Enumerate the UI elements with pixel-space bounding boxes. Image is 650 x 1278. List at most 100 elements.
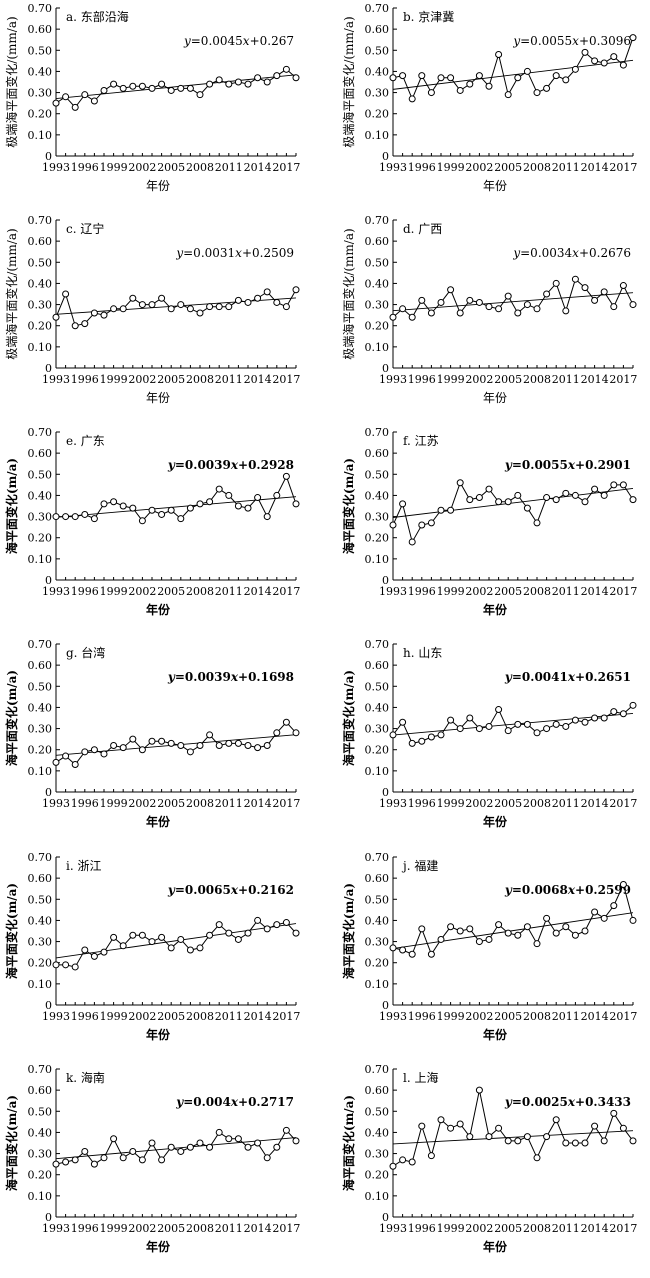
x-tick-label: 1996 — [408, 585, 436, 598]
x-tick-label: 2011 — [552, 797, 580, 810]
data-point — [244, 80, 252, 88]
x-tick-label: 1996 — [71, 585, 99, 598]
data-point — [110, 741, 118, 749]
y-tick-label: 0.10 — [365, 978, 390, 991]
y-tick-label: 0.60 — [365, 23, 390, 36]
data-point — [437, 731, 445, 739]
trend-line — [392, 292, 634, 312]
data-point — [244, 1143, 252, 1151]
data-point — [148, 301, 156, 309]
data-point — [273, 491, 281, 499]
data-point — [389, 74, 397, 82]
y-tick-label: 0 — [382, 1211, 389, 1224]
y-tick-label: 0 — [45, 150, 52, 163]
data-point — [177, 515, 185, 523]
panel-title: h. 山东 — [403, 646, 442, 660]
x-axis-label: 年份 — [483, 1027, 508, 1042]
x-tick-label: 2011 — [215, 161, 243, 174]
data-point — [523, 720, 531, 728]
data-point — [129, 294, 137, 302]
y-tick-label: 0.50 — [28, 1105, 53, 1118]
data-point — [437, 1116, 445, 1124]
x-tick-label: 1999 — [437, 797, 465, 810]
data-point — [543, 914, 551, 922]
data-point — [600, 914, 608, 922]
data-point — [138, 931, 146, 939]
x-tick-label: 2017 — [272, 585, 300, 598]
y-tick-label: 0.20 — [365, 532, 390, 545]
data-point — [427, 89, 435, 97]
y-tick-label: 0.20 — [28, 1169, 53, 1182]
panel-g: 0 0.10 0.20 0.30 0.40 0.50 0.60 0.70 1993 1996 199… — [4, 638, 300, 829]
data-point — [110, 498, 118, 506]
data-point — [148, 506, 156, 514]
data-point — [571, 931, 579, 939]
y-tick-label: 0.40 — [365, 701, 390, 714]
x-tick-label: 2017 — [272, 161, 300, 174]
y-tick-label: 0.10 — [365, 129, 390, 142]
y-tick-label: 0 — [382, 150, 389, 163]
x-tick-label: 1999 — [437, 161, 465, 174]
data-point — [90, 515, 98, 523]
data-point — [119, 502, 127, 510]
x-axis-label: 年份 — [483, 1239, 508, 1254]
data-point — [186, 946, 194, 954]
data-point — [71, 322, 79, 330]
data-point — [456, 927, 464, 935]
y-tick-label: 0 — [382, 999, 389, 1012]
data-point — [523, 67, 531, 75]
data-point — [418, 1122, 426, 1130]
y-tick-label: 0.40 — [28, 1126, 53, 1139]
y-tick-label: 0.60 — [28, 447, 53, 460]
trend-equation: y=0.0055x+0.2901 — [504, 458, 631, 472]
data-point — [571, 491, 579, 499]
data-point — [552, 1116, 560, 1124]
x-tick-label: 2005 — [494, 585, 522, 598]
data-point — [52, 1160, 60, 1168]
data-point — [427, 519, 435, 527]
data-point — [138, 1156, 146, 1164]
x-tick-label: 2014 — [244, 585, 272, 598]
data-point — [196, 944, 204, 952]
data-point — [254, 1139, 262, 1147]
data-point — [129, 931, 137, 939]
panel-title: c. 辽宁 — [66, 221, 104, 236]
panel-title: g. 台湾 — [66, 645, 105, 660]
data-point — [186, 1143, 194, 1151]
data-point — [196, 91, 204, 99]
data-point — [196, 1139, 204, 1147]
x-tick-label: 1993 — [379, 797, 407, 810]
data-point — [119, 744, 127, 752]
data-point — [273, 298, 281, 306]
y-tick-label: 0.50 — [365, 44, 390, 57]
y-tick-label: 0.10 — [365, 1190, 390, 1203]
data-point — [437, 506, 445, 514]
data-point — [543, 290, 551, 298]
x-tick-label: 2011 — [552, 373, 580, 386]
x-tick-label: 2008 — [523, 797, 551, 810]
y-tick-label: 0.70 — [365, 2, 390, 15]
x-tick-label: 2002 — [465, 373, 493, 386]
data-point — [456, 725, 464, 733]
x-tick-label: 2014 — [244, 1010, 272, 1023]
x-tick-label: 2014 — [581, 585, 609, 598]
data-point — [619, 880, 627, 888]
trend-line — [392, 912, 634, 950]
data-point — [225, 929, 233, 937]
data-point — [466, 714, 474, 722]
data-point — [418, 72, 426, 80]
x-tick-label: 1999 — [100, 585, 128, 598]
panel-a: 0 0.10 0.20 0.30 0.40 0.50 0.60 0.70 1993 1996 199… — [4, 2, 300, 193]
data-point — [447, 286, 455, 294]
y-tick-label: 0 — [45, 999, 52, 1012]
data-point — [119, 84, 127, 92]
data-point — [475, 72, 483, 80]
trend-line — [392, 59, 634, 90]
data-point — [427, 309, 435, 317]
x-tick-label: 2014 — [244, 161, 272, 174]
data-point — [485, 82, 493, 90]
data-point — [427, 950, 435, 958]
x-tick-label: 2017 — [609, 1222, 637, 1235]
y-tick-label: 0.60 — [365, 447, 390, 460]
data-point — [234, 739, 242, 747]
